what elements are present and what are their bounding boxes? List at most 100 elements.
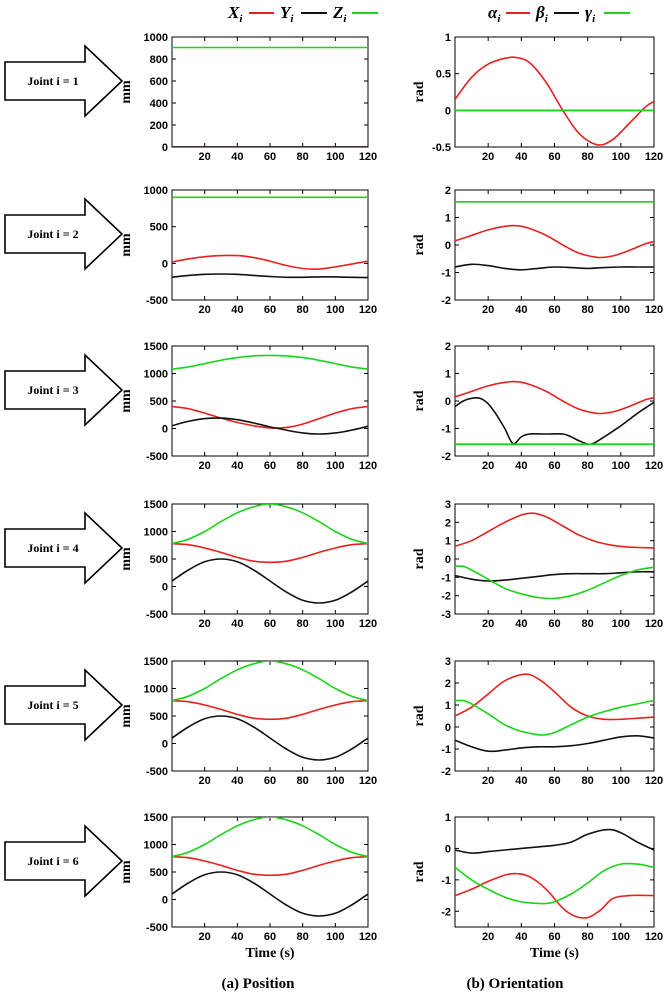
x-tick-label: 40 (231, 151, 243, 163)
legend-x-sym: X (227, 3, 240, 22)
x-tick-label: 20 (482, 304, 494, 316)
x-tick-label: 100 (326, 618, 344, 630)
joint-arrow-6: Joint i = 6 (4, 824, 124, 898)
y-tick-label: 0 (162, 424, 168, 436)
x-tick-label: 100 (612, 618, 630, 630)
x-tick-label: 80 (297, 151, 309, 163)
chart-position-joint-3: 20 40 60 80 100 120 -500 0 500 1000 1500 mm (119, 341, 377, 472)
plot-frame (171, 816, 369, 928)
x-tick-label: 120 (359, 931, 377, 943)
y-tick-label: 2 (445, 341, 451, 353)
series-line-γi (455, 862, 654, 905)
arrow-shape (4, 668, 124, 742)
x-tick-label: 100 (612, 775, 630, 787)
y-tick-label: -1 (441, 744, 451, 756)
x-tick-label: 100 (326, 931, 344, 943)
series-group (455, 673, 654, 753)
y-tick-label: -500 (146, 451, 168, 463)
x-tick-label: 120 (359, 775, 377, 787)
series-line-Yi (172, 871, 368, 917)
series-line-γi (455, 565, 654, 600)
legend-orientation: αi βi γi (488, 3, 630, 25)
x-tick-label: 20 (482, 775, 494, 787)
y-tick-label: 2 (445, 678, 451, 690)
chart-position-joint-4: 20 40 60 80 100 120 -500 0 500 1000 1500 mm (119, 499, 377, 630)
x-tick-label: 100 (612, 304, 630, 316)
y-tick-label: 500 (150, 396, 168, 408)
x-tick-label: 80 (297, 304, 309, 316)
joint-arrows: Joint i = 1 Joint i = 2 Joint i = 3 Joint i… (4, 44, 124, 898)
joint-arrow-3: Joint i = 3 (4, 353, 124, 427)
series-group (172, 196, 368, 279)
joint-arrow-label: Joint i = 6 (27, 854, 78, 868)
x-tick-label: 20 (199, 775, 211, 787)
y-tick-label: 1 (445, 700, 451, 712)
legend-alpha-sym: α (488, 3, 498, 22)
x-tick-label: 120 (645, 151, 663, 163)
y-axis-label: rad (412, 705, 427, 726)
series-group (172, 354, 368, 435)
y-tick-label: -2 (441, 451, 451, 463)
y-tick-label: -500 (146, 295, 168, 307)
series-line-Zi (172, 817, 368, 858)
x-tick-label: 60 (548, 618, 560, 630)
plot-frame (171, 189, 369, 301)
y-tick-label: -1 (441, 875, 451, 887)
series-line-βi (455, 263, 654, 271)
series-group (455, 380, 654, 446)
x-tick-label: 40 (231, 618, 243, 630)
series-line-Xi (172, 855, 368, 877)
legend-position: Xi Yi Zi (227, 3, 378, 25)
series-group (172, 504, 368, 604)
series-line-αi (455, 673, 654, 721)
x-tick-label: 60 (264, 931, 276, 943)
y-tick-label: 1 (445, 812, 451, 824)
x-tick-label: 40 (231, 460, 243, 472)
x-tick-label: 80 (297, 931, 309, 943)
y-tick-label: 2 (445, 517, 451, 529)
y-tick-label: 3 (445, 499, 451, 511)
series-group (455, 512, 654, 600)
series-line-Yi (172, 273, 368, 279)
y-tick-label: 1 (445, 32, 451, 44)
x-tick-label: 20 (199, 618, 211, 630)
x-tick-label: 80 (582, 151, 594, 163)
y-tick-label: 0 (162, 142, 168, 154)
plot-frame (171, 345, 369, 457)
y-tick-label: 1500 (144, 499, 168, 511)
series-line-αi (455, 56, 654, 146)
x-tick-label: 20 (199, 304, 211, 316)
chart-position-joint-6: 20 40 60 80 100 120 -500 0 500 1000 1500 mm Time (s) (119, 812, 377, 961)
y-axis-label: mm (119, 704, 134, 728)
x-tick-label: 80 (297, 460, 309, 472)
y-tick-label: 1000 (144, 840, 168, 852)
plot-frame (171, 660, 369, 772)
x-tick-label: 120 (359, 151, 377, 163)
y-tick-label: 3 (445, 656, 451, 668)
x-tick-label: 40 (231, 304, 243, 316)
legends: Xi Yi Zi αi βi γi (227, 3, 630, 25)
x-tick-label: 120 (359, 304, 377, 316)
y-tick-label: 0 (445, 722, 451, 734)
series-group (172, 661, 368, 761)
x-tick-label: 80 (582, 460, 594, 472)
y-tick-label: 0 (445, 554, 451, 566)
plot-frame (171, 503, 369, 615)
chart-orientation-joint-5: 20 40 60 80 100 120 -2 -1 0 1 2 3 rad (412, 656, 663, 787)
x-tick-label: 20 (482, 151, 494, 163)
legend-y-label: Yi (280, 3, 294, 25)
caption-position: (a) Position (222, 976, 296, 992)
y-tick-label: 0.5 (436, 69, 451, 81)
y-tick-label: -1 (441, 268, 451, 280)
chart-orientation-joint-2: 20 40 60 80 100 120 -2 -1 0 1 2 rad (412, 185, 663, 316)
y-axis-label: rad (412, 548, 427, 569)
series-line-αi (455, 512, 654, 549)
y-tick-label: -2 (441, 591, 451, 603)
y-axis-label: rad (412, 390, 427, 411)
y-tick-label: 0 (445, 396, 451, 408)
y-tick-label: 0 (445, 105, 451, 117)
y-tick-label: 1000 (144, 527, 168, 539)
y-tick-label: -500 (146, 922, 168, 934)
plot-frame (171, 36, 369, 148)
series-line-Xi (172, 254, 368, 271)
